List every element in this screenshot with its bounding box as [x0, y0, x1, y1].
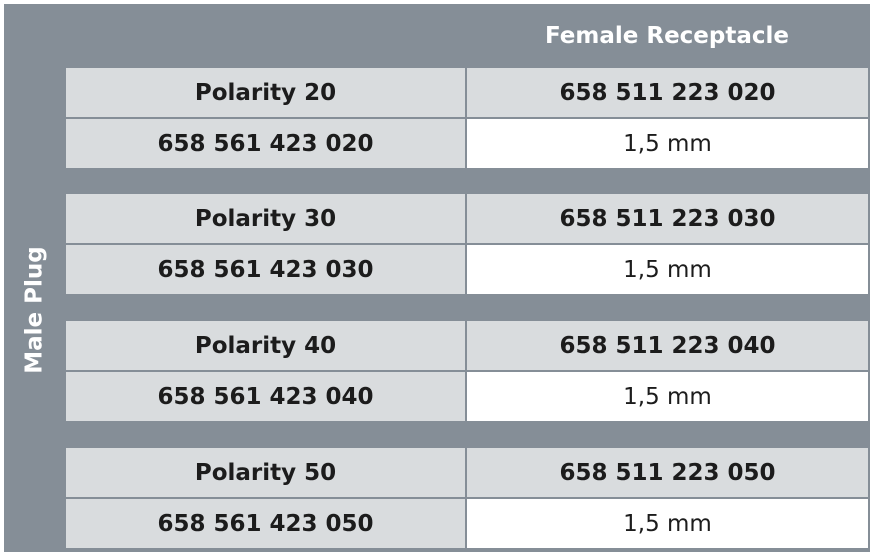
female-part-number: 658 511 223 040	[467, 321, 868, 370]
polarity-label: Polarity 40	[66, 321, 465, 370]
female-receptacle-header: Female Receptacle	[545, 23, 789, 49]
male-plug-label-column: Male Plug	[4, 68, 66, 552]
thickness-value: 1,5 mm	[467, 499, 868, 548]
polarity-group-50: Polarity 50 658 511 223 050 658 561 423 …	[66, 448, 868, 548]
male-part-number: 658 561 423 030	[66, 245, 465, 294]
polarity-group-40: Polarity 40 658 511 223 040 658 561 423 …	[66, 321, 868, 421]
female-part-number: 658 511 223 020	[467, 68, 868, 117]
polarity-label: Polarity 20	[66, 68, 465, 117]
male-part-number: 658 561 423 040	[66, 372, 465, 421]
polarity-label: Polarity 50	[66, 448, 465, 497]
polarity-group-20: Polarity 20 658 511 223 020 658 561 423 …	[66, 68, 868, 168]
thickness-value: 1,5 mm	[467, 372, 868, 421]
polarity-group-30: Polarity 30 658 511 223 030 658 561 423 …	[66, 194, 868, 294]
male-plug-label: Male Plug	[22, 246, 49, 374]
thickness-value: 1,5 mm	[467, 245, 868, 294]
male-part-number: 658 561 423 050	[66, 499, 465, 548]
male-part-number: 658 561 423 020	[66, 119, 465, 168]
thickness-value: 1,5 mm	[467, 119, 868, 168]
polarity-label: Polarity 30	[66, 194, 465, 243]
female-part-number: 658 511 223 030	[467, 194, 868, 243]
female-part-number: 658 511 223 050	[467, 448, 868, 497]
product-table: Female Receptacle Male Plug Polarity 20 …	[4, 4, 870, 552]
